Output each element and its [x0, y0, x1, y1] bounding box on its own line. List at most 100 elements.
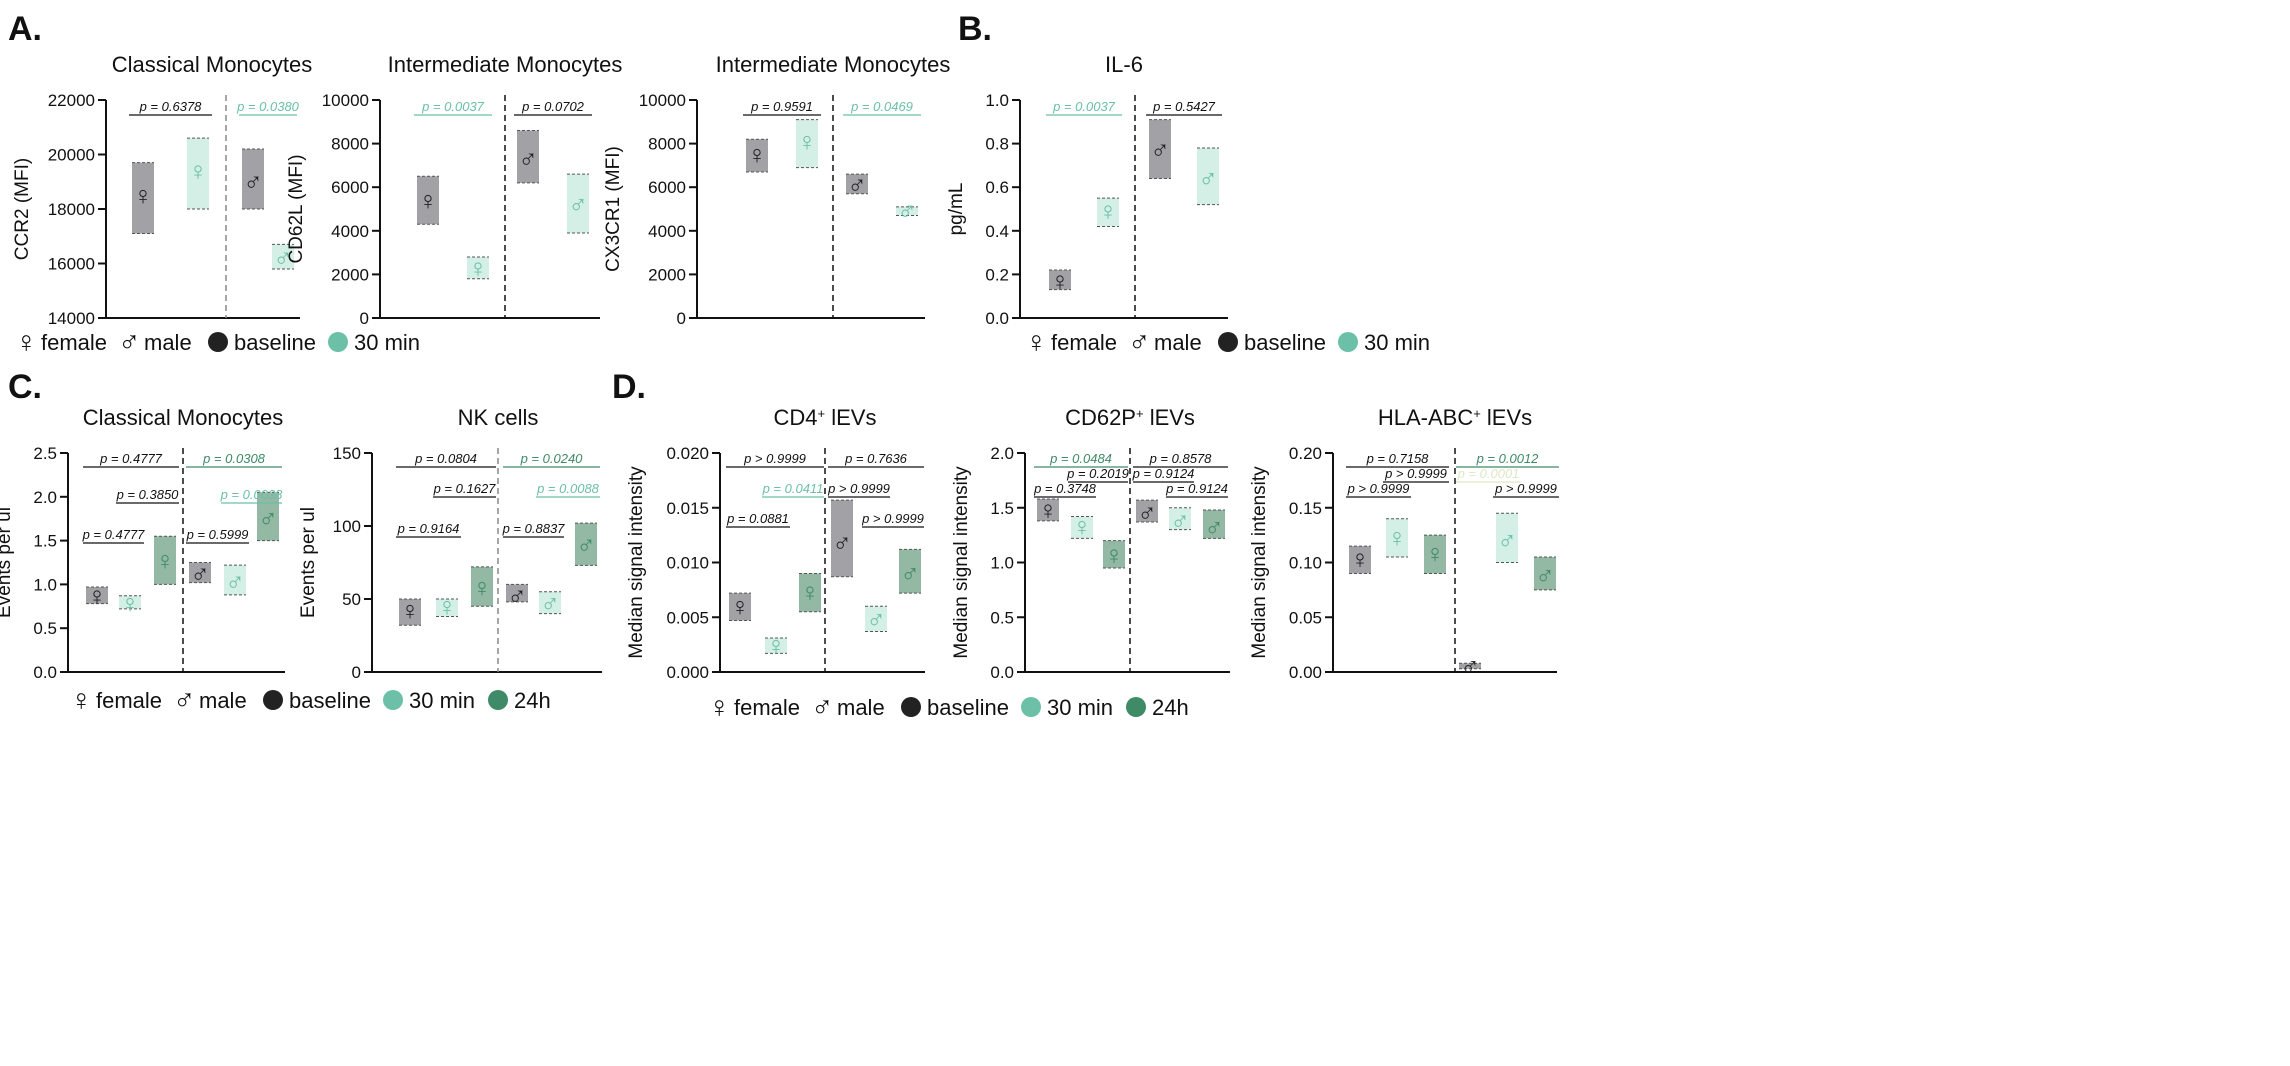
male-symbol-mean: ♂	[900, 558, 920, 588]
male-symbol-mean: ♂	[1535, 561, 1555, 591]
female-symbol-mean: ♀	[800, 577, 820, 607]
legend-label: female	[734, 695, 800, 720]
y-axis-label: Median signal intensity	[951, 466, 972, 659]
chart-panel: CD62P+ lEVs Median signal intensity 0.0 0.5…	[951, 405, 1230, 682]
range-box	[567, 174, 589, 233]
y-tick-label: 0.005	[666, 608, 709, 627]
range-box	[539, 591, 561, 614]
y-tick-label: 0	[360, 309, 369, 328]
y-axis-label: Events per ul	[0, 507, 15, 618]
chart-title: IL-6	[1105, 52, 1143, 77]
legend-label: male	[199, 688, 247, 713]
y-tick-label: 0.5	[33, 619, 57, 638]
p-value-label: p = 0.0001	[1457, 466, 1520, 481]
title-sup: +	[1136, 406, 1144, 421]
panel-label: B.	[958, 10, 992, 48]
y-tick-label: 0.20	[1289, 444, 1322, 463]
legend-dot-icon	[328, 332, 348, 352]
range-box	[796, 119, 818, 168]
y-tick-label: 50	[342, 590, 361, 609]
p-value-label: p = 0.9124	[1165, 481, 1228, 496]
male-symbol-mean: ♂	[832, 528, 852, 558]
male-symbol-mean: ♂	[1497, 526, 1517, 556]
range-box	[729, 593, 751, 621]
legend-dot-icon	[383, 690, 403, 710]
y-tick-label: 0.020	[666, 444, 709, 463]
range-box	[132, 162, 154, 234]
range-box	[242, 149, 264, 209]
range-box	[1534, 557, 1556, 590]
female-symbol-mean: ♀	[730, 591, 750, 621]
y-tick-label: 1.0	[985, 91, 1009, 110]
legend-label: 30 min	[1364, 330, 1430, 355]
male-symbol-mean: ♂	[540, 588, 560, 618]
y-tick-label: 0.000	[666, 663, 709, 682]
y-tick-label: 0.4	[985, 222, 1009, 241]
y-axis-label: CX3CR1 (MFI)	[603, 146, 624, 272]
p-value-label: p = 0.0881	[726, 511, 789, 526]
female-symbol-mean: ♀	[1098, 196, 1118, 226]
y-tick-label: 0.10	[1289, 554, 1322, 573]
range-box	[86, 587, 108, 604]
legend-dot-icon	[208, 332, 228, 352]
female-symbol-mean: ♀	[120, 589, 140, 619]
male-symbol-mean: ♂	[258, 504, 278, 534]
legend-dot-icon	[263, 690, 283, 710]
y-tick-label: 1.5	[990, 499, 1014, 518]
range-box	[865, 606, 887, 632]
male-symbol-mean: ♂	[1170, 506, 1190, 536]
y-axis-label: CCR2 (MFI)	[12, 158, 33, 260]
chart-title: Intermediate Monocytes	[388, 52, 623, 77]
range-box	[1424, 535, 1446, 574]
female-symbol-mean: ♀	[1350, 544, 1370, 574]
y-tick-label: 0.015	[666, 499, 709, 518]
title-main: IL-6	[1105, 52, 1143, 77]
female-symbol-mean: ♀	[1425, 539, 1445, 569]
p-value-label: p = 0.0240	[520, 451, 584, 466]
range-box	[1203, 509, 1225, 539]
y-tick-label: 0.15	[1289, 499, 1322, 518]
range-box	[799, 573, 821, 612]
female-symbol-icon: ♀	[70, 684, 93, 717]
y-tick-label: 2000	[331, 265, 369, 284]
y-tick-label: 6000	[648, 178, 686, 197]
y-tick-label: 4000	[648, 222, 686, 241]
range-box	[119, 595, 141, 609]
male-symbol-mean: ♂	[507, 581, 527, 611]
y-tick-label: 0.5	[990, 608, 1014, 627]
female-symbol-icon: ♀	[1025, 326, 1048, 359]
y-tick-label: 0.0	[33, 663, 57, 682]
range-box	[506, 584, 528, 602]
y-tick-label: 10000	[322, 91, 369, 110]
chart-panel: HLA-ABC+ lEVs Median signal intensity 0.00…	[1249, 405, 1559, 682]
range-box	[1071, 516, 1093, 539]
chart-panel: Intermediate Monocytes CX3CR1 (MFI) 0 2000 4…	[603, 52, 950, 328]
y-tick-label: 14000	[48, 309, 95, 328]
range-box	[272, 244, 294, 269]
y-tick-label: 100	[333, 517, 361, 536]
p-value-label: p = 0.0037	[421, 99, 485, 114]
legend-label: 30 min	[409, 688, 475, 713]
title-main: Intermediate Monocytes	[716, 52, 951, 77]
title-sup: +	[1473, 406, 1481, 421]
range-box	[1049, 270, 1071, 290]
range-box	[1136, 500, 1158, 522]
y-tick-label: 0.010	[666, 554, 709, 573]
y-tick-label: 2.0	[33, 488, 57, 507]
p-value-label: p = 0.3850	[116, 487, 180, 502]
legend-label: male	[837, 695, 885, 720]
male-symbol-mean: ♂	[1204, 512, 1224, 542]
male-symbol-mean: ♂	[1137, 498, 1157, 528]
legend-label: baseline	[234, 330, 316, 355]
range-box	[436, 599, 458, 617]
p-value-label: p = 0.2019	[1066, 466, 1129, 481]
title-rest: lEVs	[1481, 405, 1532, 430]
p-value-label: p > 0.9999	[1494, 481, 1557, 496]
p-value-label: p = 0.0038	[220, 487, 284, 502]
p-value-label: p = 0.5999	[186, 527, 249, 542]
p-value-label: p = 0.5427	[1152, 99, 1216, 114]
y-axis-label: CD62L (MFI)	[286, 154, 307, 263]
legend-label: female	[1051, 330, 1117, 355]
p-value-label: p = 0.0308	[202, 451, 266, 466]
